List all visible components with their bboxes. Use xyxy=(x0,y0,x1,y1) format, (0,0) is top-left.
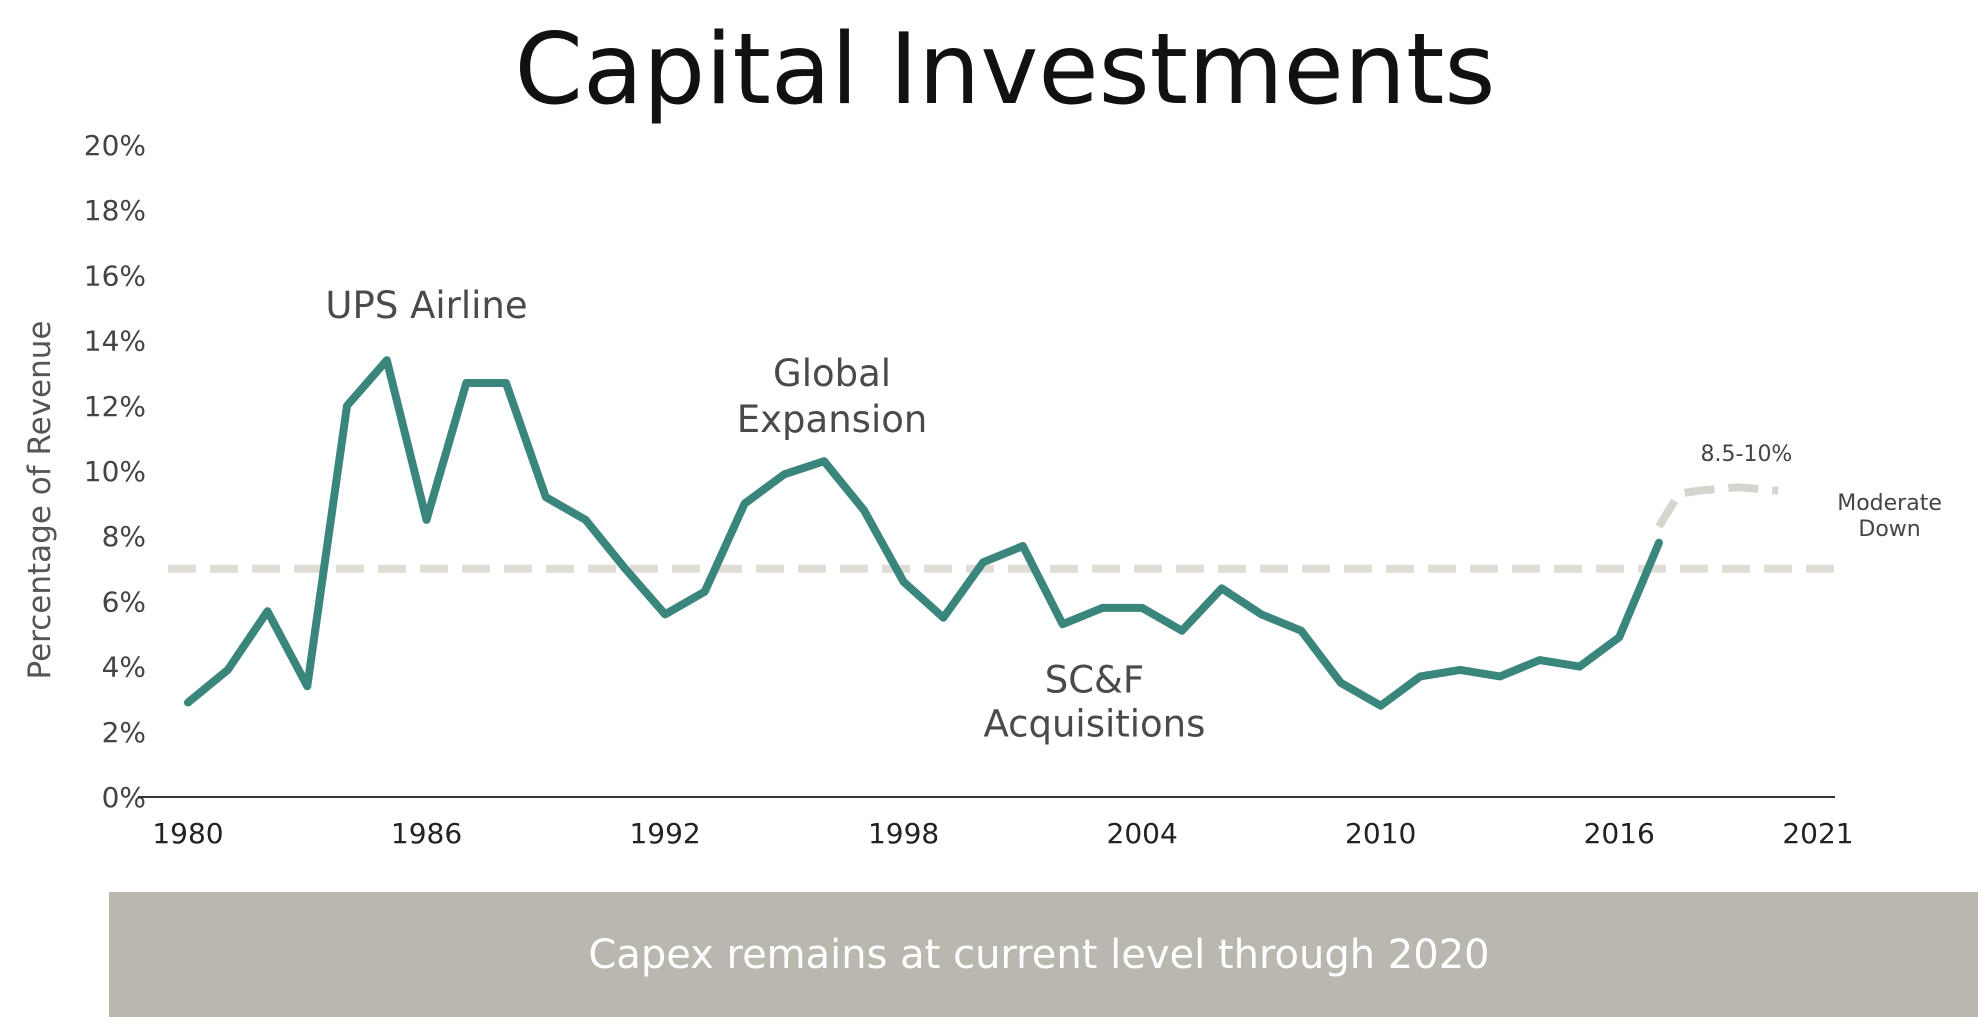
y-axis-label: Percentage of Revenue xyxy=(22,321,58,680)
x-tick-label: 1986 xyxy=(391,817,462,850)
capex-line xyxy=(184,356,1663,710)
annotation-label: 8.5-10% xyxy=(1701,442,1793,467)
forecast-line xyxy=(1655,483,1779,529)
chart-title: Capital Investments xyxy=(514,13,1496,127)
y-tick-label: 2% xyxy=(102,716,146,749)
chart-plot: 0%2%4%6%8%10%12%14%16%18%20% 1980 1986 199… xyxy=(22,129,1942,850)
x-tick-label: 1998 xyxy=(868,817,939,850)
x-tick-label: 1992 xyxy=(629,817,700,850)
x-tick-label: 2016 xyxy=(1584,817,1655,850)
y-tick-label: 10% xyxy=(84,455,146,488)
annotation-label: Acquisitions xyxy=(983,703,1205,746)
annotation-label: SC&F xyxy=(1045,659,1144,702)
x-tick-label: 1980 xyxy=(152,817,223,850)
annotation-label: Moderate xyxy=(1837,491,1942,516)
y-tick-label: 6% xyxy=(102,585,146,618)
annotation-label: UPS Airline xyxy=(325,284,527,327)
annotation-label: Expansion xyxy=(737,398,928,441)
y-tick-label: 14% xyxy=(84,325,146,358)
y-tick-label: 4% xyxy=(102,651,146,684)
x-tick-label: 2010 xyxy=(1345,817,1416,850)
footer-banner: Capex remains at current level through 2… xyxy=(109,892,1978,1017)
y-tick-label: 20% xyxy=(84,129,146,162)
y-axis-ticks: 0%2%4%6%8%10%12%14%16%18%20% xyxy=(84,129,146,814)
y-tick-label: 8% xyxy=(102,520,146,553)
footer-text: Capex remains at current level through 2… xyxy=(588,931,1490,978)
y-tick-label: 16% xyxy=(84,259,146,292)
y-tick-label: 18% xyxy=(84,194,146,227)
series-layer xyxy=(184,356,1779,710)
y-tick-label: 12% xyxy=(84,390,146,423)
x-tick-label: 2004 xyxy=(1107,817,1178,850)
annotation-label: Down xyxy=(1858,517,1920,542)
x-axis-ticks: 1980 1986 1992 1998 2004 2010 2016 2021 xyxy=(152,817,1853,850)
x-tick-label: 2021 xyxy=(1782,817,1853,850)
annotation-label: Global xyxy=(773,352,891,395)
